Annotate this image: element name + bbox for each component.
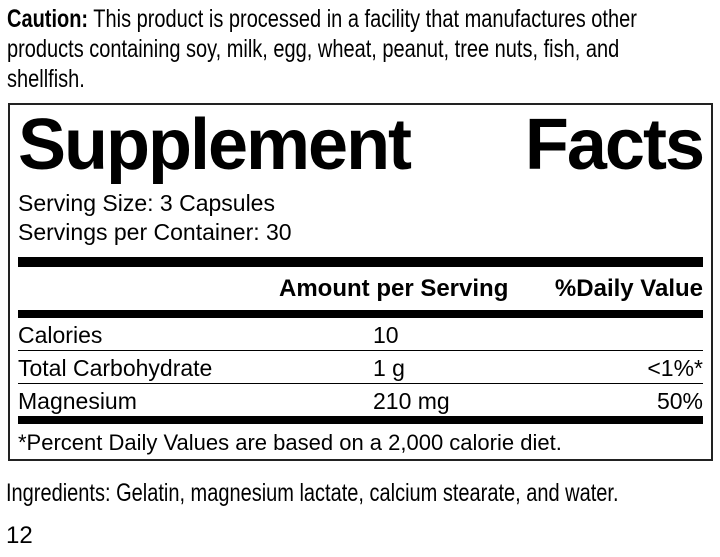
nutrient-amount: 210 mg (373, 388, 450, 414)
serving-size: Serving Size: 3 Capsules (18, 190, 275, 216)
nutrient-name: Total Carbohydrate (18, 355, 213, 381)
table-row-magnesium: Magnesium 210 mg 50% (18, 383, 703, 416)
page-number: 12 (6, 522, 33, 549)
nutrient-name: Calories (18, 322, 103, 348)
nutrient-amount: 1 g (373, 355, 405, 381)
nutrient-amount: 10 (373, 322, 399, 348)
panel-title-word-facts: Facts (524, 105, 705, 185)
column-header-amount: Amount per Serving (279, 274, 509, 302)
nutrient-name: Magnesium (18, 388, 137, 414)
daily-value-footnote: *Percent Daily Values are based on a 2,0… (18, 430, 562, 455)
serving-info: Serving Size: 3 Capsules Servings per Co… (18, 189, 703, 247)
servings-per-container: Servings per Container: 30 (18, 219, 292, 245)
divider-bar-top (18, 257, 703, 267)
nutrient-daily-value: 50% (656, 388, 703, 414)
divider-bar-footnote (18, 416, 703, 424)
caution-line-2: products containing soy, milk, egg, whea… (7, 35, 620, 63)
supplement-facts-panel: Supplement Facts Serving Size: 3 Capsule… (8, 103, 713, 461)
table-header-row: Amount per Serving %Daily Value (18, 267, 703, 310)
caution-paragraph: Caution: This product is processed in a … (7, 4, 713, 94)
caution-line-1: Caution: This product is processed in a … (7, 4, 713, 34)
panel-title-word-supplement: Supplement (18, 105, 412, 185)
ingredients-text: Ingredients: Gelatin, magnesium lactate,… (6, 479, 619, 507)
nutrient-daily-value: <1%* (647, 355, 703, 381)
column-header-daily-value: %Daily Value (554, 274, 703, 302)
caution-line-1-text: This product is processed in a facility … (93, 5, 637, 33)
caution-line-3: shellfish. (7, 65, 85, 93)
ingredients-line: Ingredients: Gelatin, magnesium lactate,… (6, 478, 713, 508)
divider-bar-header (18, 310, 703, 318)
table-row-calories: Calories 10 (18, 318, 703, 350)
panel-title: Supplement Facts (18, 105, 705, 185)
caution-label: Caution: (7, 5, 89, 33)
table-row-total-carbohydrate: Total Carbohydrate 1 g <1%* (18, 350, 703, 383)
